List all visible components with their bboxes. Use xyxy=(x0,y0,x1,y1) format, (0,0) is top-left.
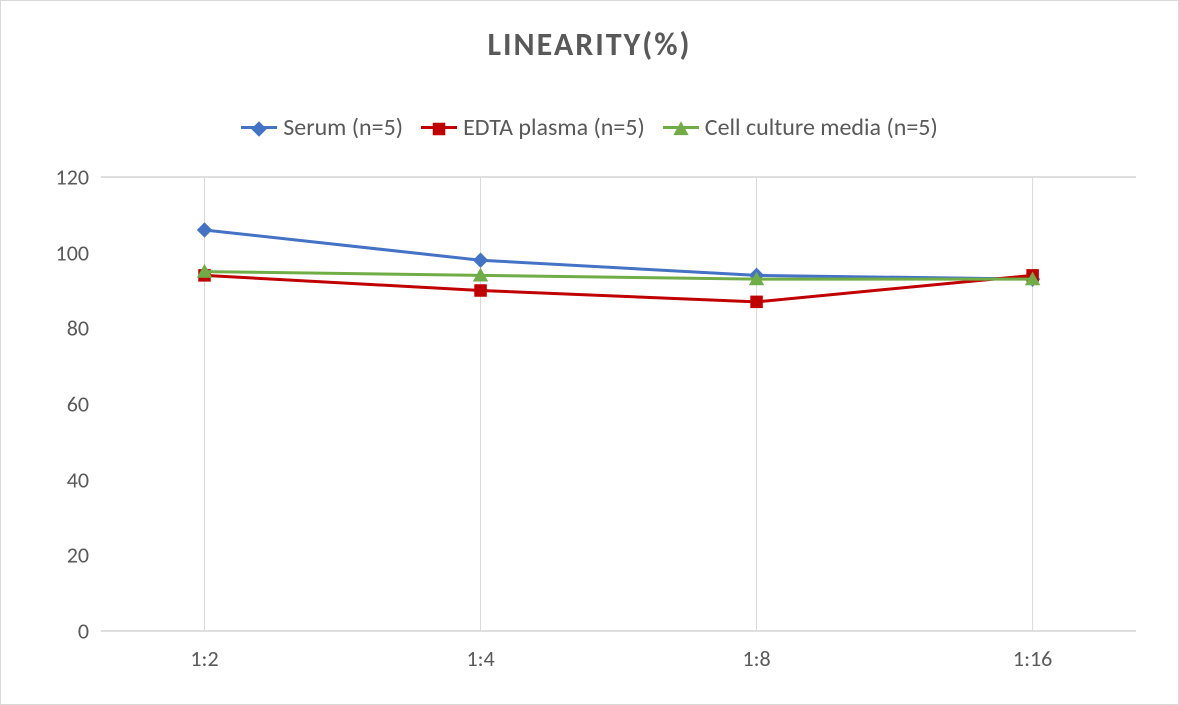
chart-title: LINEARITY(%) xyxy=(1,25,1178,64)
plot-svg xyxy=(101,177,1136,631)
legend-line-icon xyxy=(421,126,457,129)
legend-item: Serum (n=5) xyxy=(241,113,403,142)
legend-line-icon xyxy=(241,126,277,129)
legend-label: EDTA plasma (n=5) xyxy=(463,113,645,142)
x-tick-label: 1:2 xyxy=(190,645,218,672)
x-axis: 1:2 1:4 1:8 1:16 xyxy=(101,645,1136,685)
legend-marker-icon xyxy=(431,121,447,137)
series-marker xyxy=(750,296,763,309)
legend-marker-icon xyxy=(251,121,267,137)
series-marker xyxy=(197,222,212,237)
chart-container: LINEARITY(%) Serum (n=5) EDTA plasma (n=5… xyxy=(0,0,1179,705)
x-tick-label: 1:16 xyxy=(1013,645,1052,672)
legend-marker-icon xyxy=(673,121,689,137)
series-line xyxy=(205,272,1033,280)
legend-label: Serum (n=5) xyxy=(283,113,403,142)
series-line xyxy=(205,230,1033,279)
legend-item: Cell culture media (n=5) xyxy=(663,113,938,142)
y-tick-label: 80 xyxy=(1,315,89,342)
legend: Serum (n=5) EDTA plasma (n=5) Cell culture… xyxy=(1,113,1178,142)
series-marker xyxy=(474,284,487,297)
legend-line-icon xyxy=(663,126,699,129)
y-tick-label: 40 xyxy=(1,466,89,493)
legend-label: Cell culture media (n=5) xyxy=(705,113,938,142)
y-tick-label: 60 xyxy=(1,391,89,418)
y-axis: 020406080100120 xyxy=(1,177,89,631)
plot-area xyxy=(101,177,1136,631)
y-tick-label: 0 xyxy=(1,618,89,645)
y-tick-label: 120 xyxy=(1,164,89,191)
y-tick-label: 100 xyxy=(1,239,89,266)
series-marker xyxy=(473,253,488,268)
x-tick-label: 1:8 xyxy=(742,645,770,672)
y-tick-label: 20 xyxy=(1,542,89,569)
x-tick-label: 1:4 xyxy=(466,645,494,672)
legend-item: EDTA plasma (n=5) xyxy=(421,113,645,142)
